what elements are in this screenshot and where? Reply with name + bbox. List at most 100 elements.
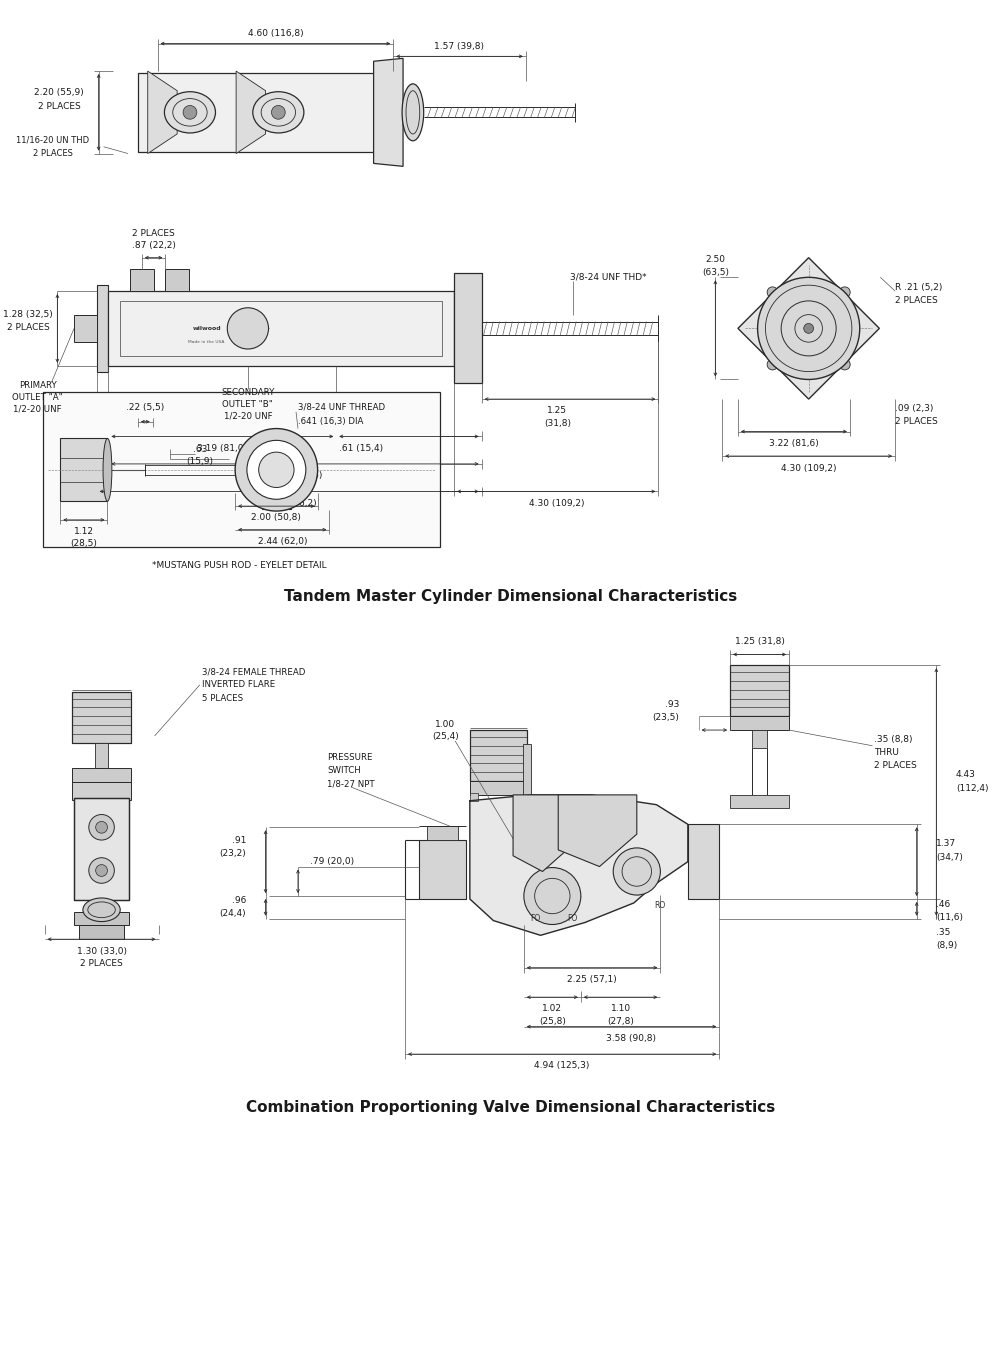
Circle shape — [839, 360, 850, 370]
Text: .46: .46 — [936, 900, 951, 909]
Bar — [108, 290, 454, 365]
Ellipse shape — [402, 84, 424, 141]
Text: 2 PLACES: 2 PLACES — [7, 323, 49, 332]
Bar — [470, 730, 527, 782]
Polygon shape — [470, 795, 688, 935]
Bar — [752, 730, 767, 748]
Circle shape — [271, 106, 285, 119]
Bar — [523, 744, 531, 795]
Text: 2 PLACES: 2 PLACES — [80, 959, 123, 969]
Text: .96: .96 — [232, 897, 246, 905]
Polygon shape — [148, 71, 177, 153]
Bar — [60, 438, 107, 501]
Text: 3.19 (81,0): 3.19 (81,0) — [197, 444, 247, 453]
Bar — [419, 840, 466, 898]
Text: OUTLET "A": OUTLET "A" — [12, 392, 63, 402]
Text: 1.10: 1.10 — [611, 1004, 631, 1014]
Text: (34,7): (34,7) — [936, 854, 963, 862]
Text: 2.20 (55,9): 2.20 (55,9) — [34, 88, 84, 98]
Text: (25,8): (25,8) — [539, 1018, 566, 1026]
Bar — [97, 285, 108, 372]
Text: 1.25 (31,8): 1.25 (31,8) — [735, 638, 784, 646]
Bar — [688, 824, 719, 898]
Bar — [120, 301, 442, 356]
Bar — [79, 925, 124, 939]
Ellipse shape — [103, 438, 112, 501]
Text: 1.25: 1.25 — [547, 406, 567, 415]
Bar — [72, 692, 131, 742]
Bar — [138, 73, 374, 152]
Text: SWITCH: SWITCH — [327, 765, 361, 775]
Text: THRU: THRU — [874, 748, 899, 757]
Ellipse shape — [253, 92, 304, 133]
Text: 3.22 (81,6): 3.22 (81,6) — [769, 438, 819, 448]
Text: 11/16-20 UN THD: 11/16-20 UN THD — [16, 136, 89, 144]
Text: wilwood: wilwood — [192, 326, 221, 331]
Circle shape — [524, 867, 581, 924]
Text: .61 (15,4): .61 (15,4) — [339, 444, 383, 453]
Text: .35 (8,8): .35 (8,8) — [874, 735, 913, 745]
Bar — [470, 782, 527, 795]
Text: .09 (2,3): .09 (2,3) — [895, 404, 933, 414]
Text: .63: .63 — [193, 445, 207, 453]
Text: OUTLET "B": OUTLET "B" — [222, 399, 273, 408]
Ellipse shape — [164, 92, 215, 133]
Bar — [165, 270, 189, 290]
Text: 2.44 (62,0): 2.44 (62,0) — [258, 537, 307, 546]
Text: 1.30 (33,0): 1.30 (33,0) — [77, 947, 127, 955]
Text: .641 (16,3) DIA: .641 (16,3) DIA — [298, 417, 363, 426]
Circle shape — [767, 286, 778, 297]
Text: (23,2): (23,2) — [219, 849, 246, 858]
Text: 5 PLACES: 5 PLACES — [202, 695, 243, 703]
Text: 4.30 (109,2): 4.30 (109,2) — [781, 464, 836, 474]
Polygon shape — [738, 258, 879, 399]
Text: Tandem Master Cylinder Dimensional Characteristics: Tandem Master Cylinder Dimensional Chara… — [284, 589, 738, 604]
Text: 1.12: 1.12 — [74, 527, 94, 536]
Text: Combination Proportioning Valve Dimensional Characteristics: Combination Proportioning Valve Dimensio… — [246, 1099, 776, 1114]
Text: 4.43: 4.43 — [956, 769, 976, 779]
Bar — [43, 392, 440, 547]
Text: .87 (22,2): .87 (22,2) — [132, 242, 176, 251]
Circle shape — [235, 429, 318, 512]
Text: RO: RO — [655, 901, 666, 911]
Bar — [470, 730, 527, 782]
Text: (63,5): (63,5) — [702, 267, 729, 277]
Bar — [74, 315, 97, 342]
Text: 2 PLACES: 2 PLACES — [33, 149, 72, 157]
Bar — [454, 273, 482, 384]
Bar — [72, 768, 131, 782]
Text: (112,4): (112,4) — [956, 783, 988, 792]
Bar — [730, 716, 789, 730]
Text: PRESSURE: PRESSURE — [327, 753, 373, 763]
Text: (24,4): (24,4) — [219, 909, 246, 919]
Text: PRIMARY: PRIMARY — [19, 381, 57, 389]
Text: (28,5): (28,5) — [70, 539, 97, 548]
Circle shape — [247, 440, 306, 499]
Text: 3/8-24 UNF THREAD: 3/8-24 UNF THREAD — [298, 403, 385, 411]
Text: .79 (20,0): .79 (20,0) — [310, 858, 354, 866]
Circle shape — [767, 360, 778, 370]
Circle shape — [259, 452, 294, 487]
Text: FO: FO — [567, 915, 577, 923]
Text: 3/8-24 FEMALE THREAD: 3/8-24 FEMALE THREAD — [202, 668, 305, 677]
Bar — [130, 270, 154, 290]
Bar — [72, 692, 131, 742]
Bar — [427, 826, 458, 840]
Text: (31,8): (31,8) — [544, 419, 571, 429]
Text: .93: .93 — [665, 700, 679, 708]
Bar — [470, 792, 478, 801]
Text: 2 PLACES: 2 PLACES — [895, 296, 938, 305]
Text: 3.58 (90,8): 3.58 (90,8) — [606, 1034, 656, 1044]
Circle shape — [227, 308, 269, 349]
Bar — [74, 912, 129, 925]
Polygon shape — [236, 71, 266, 153]
Text: (25,4): (25,4) — [432, 733, 459, 741]
Text: R .21 (5,2): R .21 (5,2) — [895, 282, 942, 292]
Text: (23,5): (23,5) — [652, 712, 679, 722]
Text: 1/2-20 UNF: 1/2-20 UNF — [224, 411, 272, 421]
Text: 2 PLACES: 2 PLACES — [38, 102, 81, 111]
Text: 2.00 (50,8): 2.00 (50,8) — [251, 513, 301, 522]
Text: (27,8): (27,8) — [607, 1018, 634, 1026]
Text: 2 PLACES: 2 PLACES — [895, 417, 938, 426]
Bar — [72, 782, 131, 799]
